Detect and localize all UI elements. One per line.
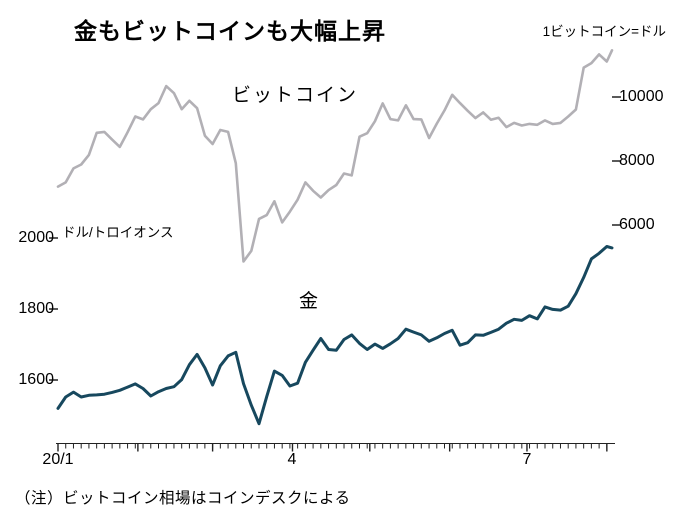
source-note: （注）ビットコイン相場はコインデスクによる [15,490,351,507]
x-axis-tick-jan: 20/1 [42,451,74,468]
left-axis-tick-1600: 1600 [18,371,54,388]
x-axis-tick-apr: 4 [287,451,297,468]
series-line-bitcoin [56,48,614,263]
right-axis-tick-10000: 10000 [619,88,664,105]
right-axis-tick-8000: 8000 [619,152,655,169]
right-axis-unit-label: 1ビットコイン=ドル [542,24,666,39]
series-label-gold: 金 [299,291,321,312]
x-axis-tick-jul: 7 [522,451,532,468]
left-axis-unit-label: ドル/トロイオンス [62,225,174,240]
right-axis-tick-6000: 6000 [619,216,655,233]
chart-title: 金もビットコインも大幅上昇 [74,18,386,44]
left-axis-tick-1800: 1800 [18,300,54,317]
series-line-gold [56,245,614,426]
left-axis-tick-2000: 2000 [18,229,54,246]
series-label-bitcoin: ビットコイン [232,85,359,106]
